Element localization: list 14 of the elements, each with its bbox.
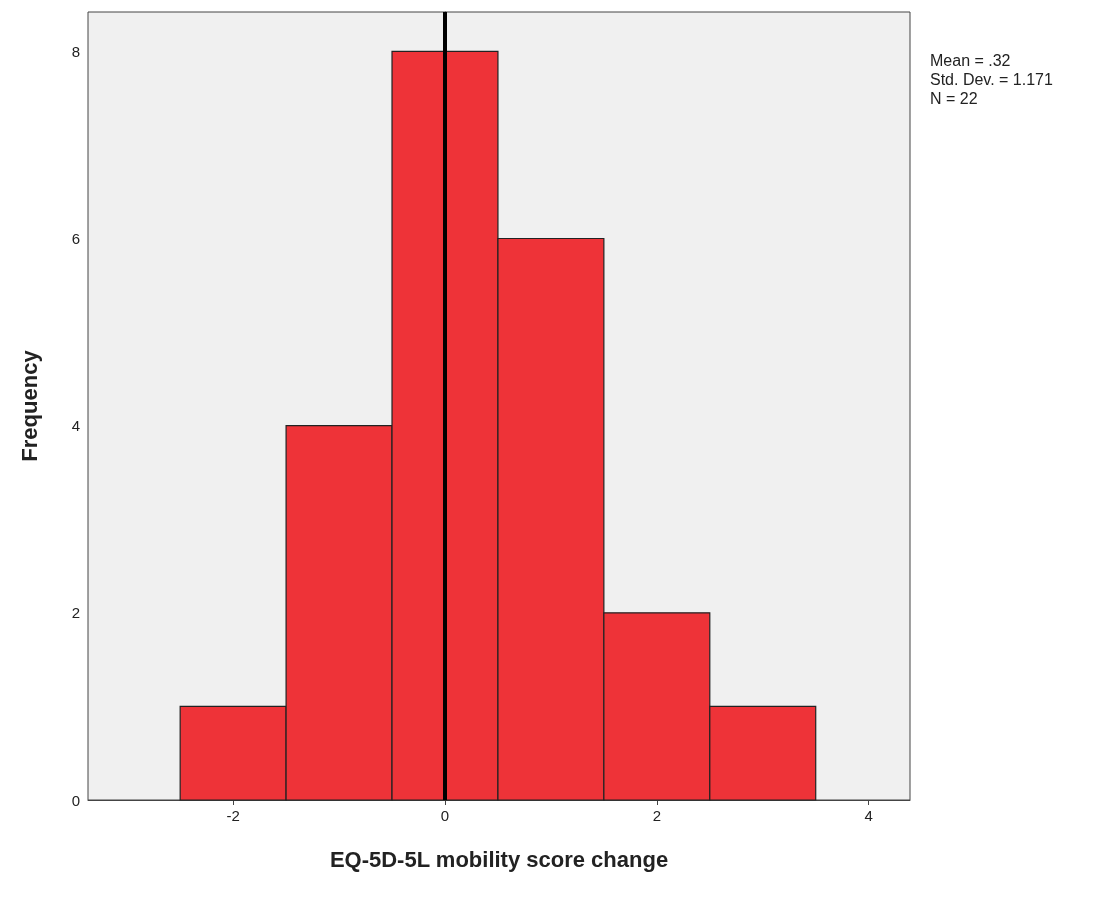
x-tick-label: 0 (440, 807, 450, 824)
text: N = 22 (930, 89, 978, 107)
y-tick-label: 0 (71, 791, 80, 809)
y-axis-title: Frequency (16, 349, 42, 462)
y-tick-label: 4 (71, 417, 80, 435)
y-tick-label: 2 (71, 604, 80, 622)
x-axis-title: EQ-5D-5L mobility score change (329, 846, 669, 872)
y-tick-label: 8 (71, 42, 80, 60)
x-tick-label: 4 (864, 807, 873, 824)
text: Mean = .32 (930, 51, 1011, 69)
y-tick-label: 6 (71, 229, 80, 247)
x-tick-label: -2 (226, 807, 240, 824)
x-tick-label: 2 (652, 807, 661, 824)
text: Std. Dev. = 1.171 (930, 70, 1053, 88)
